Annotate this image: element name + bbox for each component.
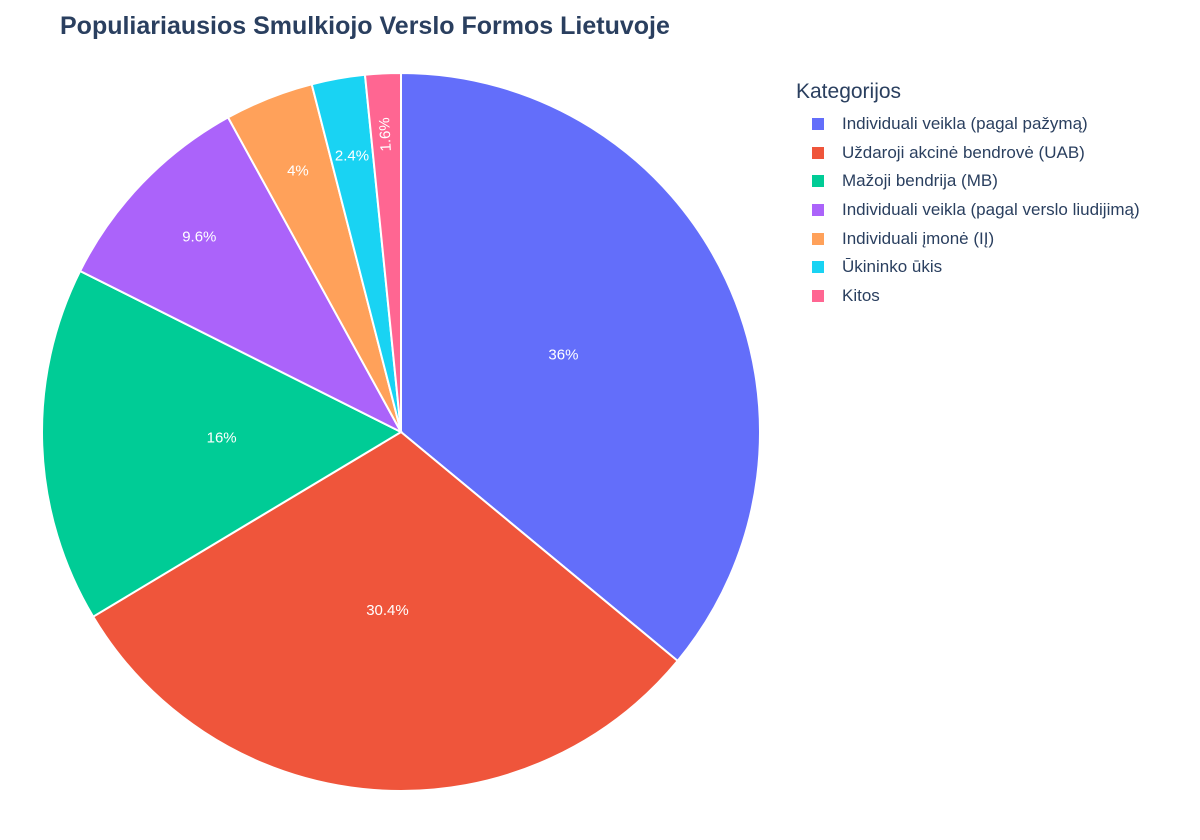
- legend-label: Mažoji bendrija (MB): [842, 171, 998, 191]
- slice-label-5: 2.4%: [335, 147, 369, 164]
- slice-label-2: 16%: [207, 430, 237, 447]
- legend-item-1[interactable]: Uždaroji akcinė bendrovė (UAB): [796, 139, 1140, 168]
- legend-swatch: [812, 175, 824, 188]
- pie-chart: 36% 30.4% 16% 9.6% 4% 2.4% 1.6%: [41, 71, 761, 792]
- legend-item-0[interactable]: Individuali veikla (pagal pažymą): [796, 110, 1140, 139]
- legend-label: Individuali įmonė (IĮ): [842, 228, 995, 248]
- legend-label: Ūkininko ūkis: [842, 257, 943, 277]
- legend-label: Individuali veikla (pagal verslo liudiji…: [842, 200, 1140, 220]
- legend-item-2[interactable]: Mažoji bendrija (MB): [796, 167, 1140, 196]
- legend-swatch: [812, 118, 824, 131]
- slice-label-0: 36%: [548, 347, 578, 364]
- legend-swatch: [812, 289, 824, 302]
- slice-label-6: 1.6%: [376, 117, 395, 152]
- pie-slice-6: [363, 71, 402, 433]
- legend-item-5[interactable]: Ūkininko ūkis: [796, 253, 1140, 282]
- legend-title: Kategorijos: [796, 80, 902, 103]
- pie-slice-0: [400, 71, 761, 663]
- legend-label: Individuali veikla (pagal pažymą): [842, 114, 1088, 134]
- pie-slice-3: [78, 116, 404, 435]
- legend-label: Uždaroji akcinė bendrovė (UAB): [842, 142, 1085, 162]
- slice-label-1: 30.4%: [366, 602, 409, 619]
- legend-items: Individuali veikla (pagal pažymą) Uždaroj…: [796, 110, 1140, 310]
- pie-slice-1: [91, 430, 680, 792]
- legend-swatch: [812, 232, 824, 245]
- legend-item-6[interactable]: Kitos: [796, 282, 1140, 311]
- legend-swatch: [812, 204, 824, 217]
- legend-item-4[interactable]: Individuali įmonė (IĮ): [796, 224, 1140, 253]
- legend: Kategorijos Individuali veikla (pagal pa…: [796, 80, 1140, 310]
- legend-label: Kitos: [842, 285, 880, 305]
- legend-item-3[interactable]: Individuali veikla (pagal verslo liudiji…: [796, 196, 1140, 225]
- chart-title: Populiariausios Smulkiojo Verslo Formos …: [60, 12, 670, 40]
- legend-swatch: [812, 261, 824, 274]
- pie-slice-2: [41, 269, 404, 619]
- slice-label-4: 4%: [287, 163, 309, 180]
- slice-label-3: 9.6%: [182, 229, 216, 246]
- legend-swatch: [812, 146, 824, 159]
